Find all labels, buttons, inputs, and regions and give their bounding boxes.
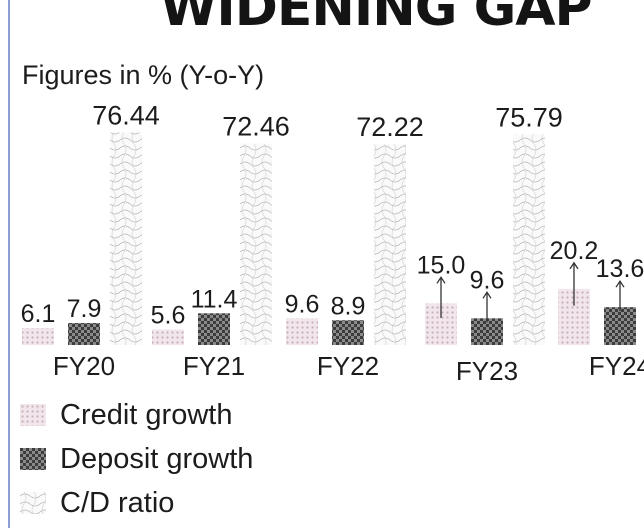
- data-label: 76.44: [92, 100, 160, 130]
- bar-cd-ratio-fy22: [374, 144, 406, 345]
- arrow-head: [482, 291, 492, 299]
- chart-title: WIDENING GAP: [160, 0, 593, 38]
- x-tick-label: FY24: [589, 351, 644, 381]
- legend-label: Deposit growth: [60, 442, 254, 475]
- data-label: 8.9: [331, 292, 366, 320]
- credit-growth-swatch: [20, 404, 46, 426]
- data-label: 7.9: [67, 295, 102, 323]
- cd-ratio-swatch: [20, 492, 46, 514]
- deposit-growth-swatch: [20, 448, 46, 470]
- bar-deposit-growth-fy21: [198, 313, 230, 345]
- legend-item-credit-growth: Credit growth: [20, 393, 253, 437]
- data-label: 72.22: [356, 112, 424, 142]
- bar-deposit-growth-fy24: [604, 307, 636, 345]
- data-label: 9.6: [470, 266, 505, 294]
- bar-cd-ratio-fy21: [240, 143, 272, 345]
- arrow-head: [569, 261, 579, 270]
- bar-cd-ratio-fy20: [110, 132, 142, 345]
- legend: Credit growth Deposit growth C/D ratio: [20, 393, 253, 525]
- data-label: 9.6: [285, 290, 320, 318]
- bar-deposit-growth-fy20: [68, 323, 100, 345]
- data-label: 15.0: [417, 251, 466, 279]
- bar-credit-growth-fy22: [286, 318, 318, 345]
- bar-deposit-growth-fy22: [332, 320, 364, 345]
- frame-border: [8, 0, 10, 528]
- x-tick-label: FY21: [183, 351, 245, 381]
- data-label: 75.79: [495, 102, 563, 132]
- x-tick-label: FY22: [317, 351, 379, 381]
- legend-label: C/D ratio: [60, 486, 175, 519]
- chart-subtitle: Figures in % (Y-o-Y): [22, 60, 265, 90]
- data-label: 20.2: [550, 237, 599, 265]
- arrow-head: [615, 280, 625, 288]
- bar-credit-growth-fy20: [22, 328, 54, 345]
- bar-deposit-growth-fy23: [471, 318, 503, 345]
- data-label: 11.4: [191, 285, 238, 313]
- bar-credit-growth-fy21: [152, 329, 184, 345]
- legend-item-cd-ratio: C/D ratio: [20, 481, 253, 525]
- x-tick-label: FY20: [53, 351, 115, 381]
- data-label: 72.46: [222, 112, 290, 142]
- legend-label: Credit growth: [60, 398, 233, 431]
- data-label: 13.6: [596, 255, 644, 283]
- data-label: 5.6: [151, 301, 186, 329]
- data-label: 6.1: [21, 300, 56, 328]
- bar-cd-ratio-fy23: [513, 134, 545, 345]
- legend-item-deposit-growth: Deposit growth: [20, 437, 253, 481]
- arrow-head: [436, 276, 446, 284]
- x-tick-label: FY23: [456, 356, 518, 386]
